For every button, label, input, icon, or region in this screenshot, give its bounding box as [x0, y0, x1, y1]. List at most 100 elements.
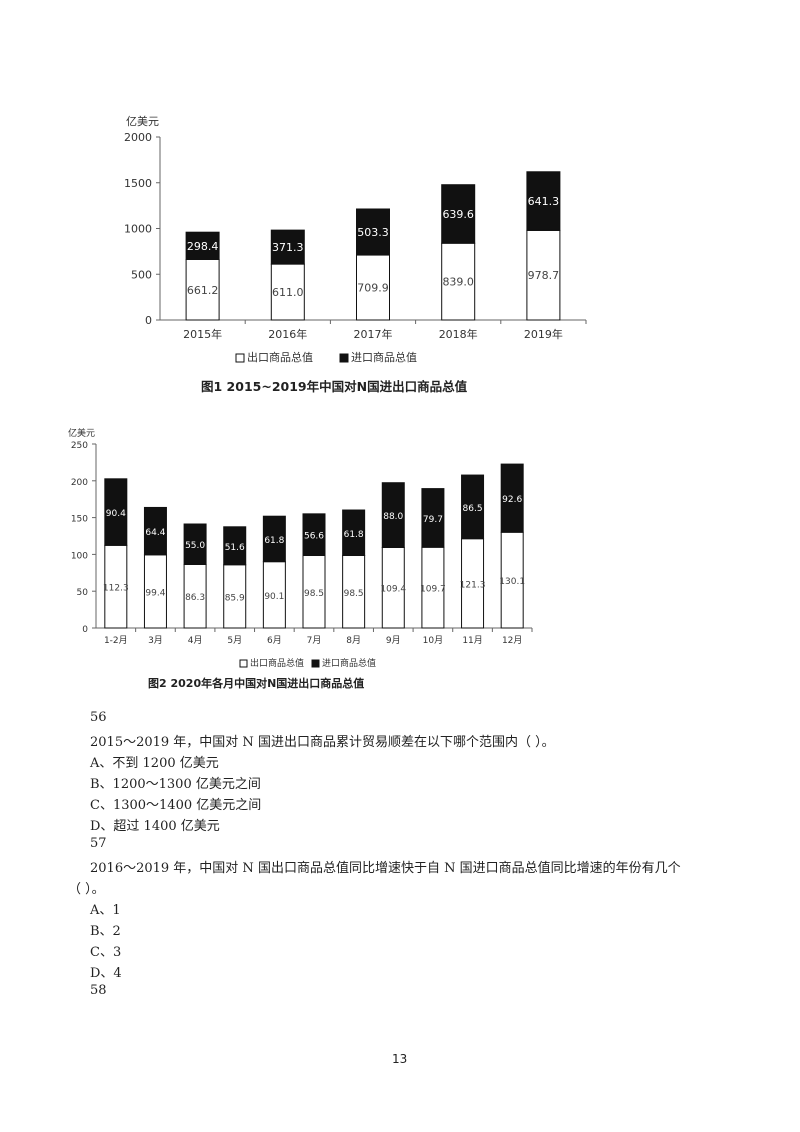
x-tick-label: 10月	[423, 635, 443, 646]
question-57-option-a: A、1	[90, 903, 121, 918]
y-tick-label: 1000	[124, 223, 152, 236]
data-label: 639.6	[442, 208, 474, 221]
import-bar-5月	[223, 526, 247, 566]
import-bar-11月	[461, 474, 485, 540]
import-bar-4月	[183, 523, 207, 565]
question-57-number: 57	[90, 836, 107, 851]
import-bar-2017年	[356, 208, 390, 256]
chart-2: 亿美元 0 50 100 150 200 250 112.3 90.4 1-2月 99.4 64.4 3…	[60, 422, 550, 672]
data-label: 709.9	[357, 282, 389, 295]
data-label: 51.6	[225, 543, 245, 553]
import-bar-2016年	[270, 229, 305, 265]
x-tick-label: 2019年	[524, 327, 563, 341]
question-57-option-d: D、4	[90, 966, 122, 981]
question-57-option-b: B、2	[90, 924, 121, 939]
question-57-text: 2016～2019 年，中国对 N 国出口商品总值同比增速快于自 N 国进口商品…	[90, 861, 681, 876]
legend-export-label: 出口商品总值	[250, 657, 304, 669]
data-label: 109.7	[420, 585, 446, 595]
data-label: 90.4	[106, 509, 126, 519]
import-bar-8月	[342, 509, 366, 557]
y-tick-label: 100	[71, 551, 88, 561]
y-axis-label: 亿美元	[126, 115, 159, 128]
y-tick-label: 50	[77, 588, 89, 598]
chart-2-svg: 亿美元 0 50 100 150 200 250 112.3 90.4 1-2月 99.4 64.4 3…	[68, 427, 533, 669]
data-label: 298.4	[187, 240, 219, 253]
data-label: 98.5	[304, 589, 324, 599]
data-label: 121.3	[460, 580, 486, 590]
chart-1-svg: 亿美元 0 500 1000 1500 2000 661.2 298.4 2015年 611.0 3…	[124, 115, 587, 364]
y-tick-label: 2000	[124, 131, 152, 144]
page-number: 13	[392, 1052, 408, 1066]
import-bar-2018年	[441, 184, 476, 244]
data-label: 86.3	[185, 593, 205, 603]
import-bar-2019年	[526, 171, 561, 231]
legend-export-label: 出口商品总值	[247, 350, 313, 364]
y-tick-label: 0	[82, 625, 88, 635]
data-label: 371.3	[272, 241, 304, 254]
x-tick-label: 7月	[307, 635, 322, 646]
y-tick-label: 200	[71, 478, 88, 488]
data-label: 92.6	[502, 495, 522, 505]
x-tick-label: 12月	[502, 635, 522, 646]
data-label: 839.0	[442, 276, 474, 289]
import-bar-1-2月	[104, 478, 128, 546]
x-tick-label: 2015年	[183, 327, 222, 341]
legend-export-swatch	[239, 659, 248, 668]
import-bar-12月	[500, 463, 524, 533]
y-tick-label: 0	[145, 314, 152, 327]
x-tick-label: 5月	[227, 635, 242, 646]
data-label: 86.5	[463, 504, 483, 514]
x-tick-label: 8月	[346, 635, 361, 646]
question-56-option-d: D、超过 1400 亿美元	[90, 819, 220, 834]
x-tick-label: 1-2月	[104, 635, 128, 646]
data-label: 64.4	[145, 528, 165, 538]
data-label: 55.0	[185, 541, 205, 551]
export-bar-2015年	[185, 259, 220, 321]
data-label: 99.4	[145, 588, 165, 598]
import-bar-10月	[421, 488, 445, 548]
y-tick-label: 500	[131, 268, 152, 281]
question-56-text: 2015～2019 年，中国对 N 国进出口商品累计贸易顺差在以下哪个范围内（ …	[90, 735, 555, 750]
figure-2-caption: 图2 2020年各月中国对N国进出口商品总值	[148, 677, 365, 690]
y-tick-label: 150	[71, 515, 88, 525]
chart-1: 亿美元 0 500 1000 1500 2000 661.2 298.4 2015年 611.0 3…	[110, 105, 600, 370]
legend-export-swatch	[235, 353, 245, 363]
figure-1-caption: 图1 2015~2019年中国对N国进出口商品总值	[201, 379, 468, 394]
export-bar-2016年	[270, 263, 305, 321]
question-57-text-cont: （ ）。	[68, 882, 105, 897]
data-label: 641.3	[528, 195, 560, 208]
question-58-number: 58	[90, 983, 107, 998]
data-label: 661.2	[187, 284, 219, 297]
legend-import-label: 进口商品总值	[351, 350, 417, 364]
export-bar-2018年	[441, 242, 476, 321]
x-tick-label: 2018年	[439, 327, 478, 341]
x-tick-label: 9月	[386, 635, 401, 646]
data-label: 109.4	[380, 585, 406, 595]
data-label: 61.8	[264, 536, 284, 546]
import-bar-2015年	[185, 231, 220, 261]
legend-import-swatch	[339, 353, 349, 363]
data-label: 503.3	[357, 226, 389, 239]
x-tick-label: 2016年	[268, 327, 307, 341]
data-label: 61.8	[344, 530, 364, 540]
legend-import-label: 进口商品总值	[322, 657, 376, 669]
x-tick-label: 2017年	[354, 327, 393, 341]
y-axis-label: 亿美元	[68, 427, 95, 439]
data-label: 130.1	[499, 577, 525, 587]
question-56-option-b: B、1200～1300 亿美元之间	[90, 777, 261, 792]
x-tick-label: 6月	[267, 635, 282, 646]
x-tick-label: 3月	[148, 635, 163, 646]
import-bar-6月	[262, 515, 286, 563]
data-label: 79.7	[423, 515, 443, 525]
data-label: 112.3	[103, 584, 129, 594]
data-label: 611.0	[272, 286, 304, 299]
data-label: 98.5	[344, 589, 364, 599]
import-bar-7月	[302, 513, 326, 557]
import-bar-9月	[381, 482, 405, 548]
question-57-option-c: C、3	[90, 945, 122, 960]
x-tick-label: 4月	[188, 635, 203, 646]
import-bar-3月	[143, 506, 167, 556]
legend-import-swatch	[311, 659, 320, 668]
data-label: 978.7	[528, 269, 560, 282]
data-label: 85.9	[225, 593, 245, 603]
